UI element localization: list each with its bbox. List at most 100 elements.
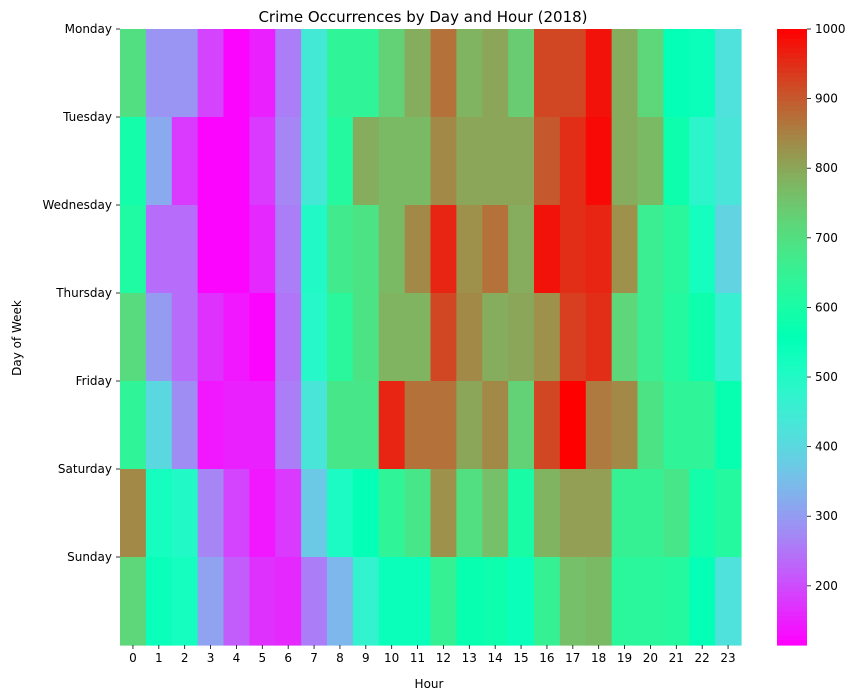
colorbar-segment: [777, 38, 807, 45]
colorbar-segment: [777, 351, 807, 357]
x-tick-label: 3: [207, 651, 215, 665]
heatmap-cell: [171, 381, 199, 470]
colorbar-segment: [777, 568, 807, 574]
colorbar-segment: [777, 240, 807, 247]
colorbar-segment: [777, 226, 807, 232]
heatmap-cell: [352, 293, 380, 382]
heatmap-cell: [430, 205, 457, 294]
colorbar-segment: [777, 635, 807, 641]
heatmap-cell: [430, 29, 457, 118]
colorbar-segment: [777, 577, 807, 584]
colorbar-tick-label: 400: [815, 440, 838, 454]
colorbar-segment: [777, 620, 807, 627]
heatmap-cell: [715, 469, 742, 558]
heatmap-cell: [611, 293, 639, 382]
colorbar-segment: [777, 606, 807, 612]
colorbar-segment: [777, 404, 807, 410]
colorbar-segment: [777, 33, 807, 40]
heatmap-cell: [585, 205, 613, 294]
y-tick-label: Monday: [65, 22, 112, 36]
heatmap-cell: [611, 29, 639, 118]
heatmap-cell: [378, 469, 406, 558]
colorbar-segment: [777, 442, 807, 449]
heatmap-cell: [456, 29, 483, 118]
colorbar-segment: [777, 317, 807, 324]
heatmap-cell: [689, 205, 716, 294]
colorbar-segment: [777, 29, 807, 35]
colorbar-segment: [777, 365, 807, 372]
colorbar-segment: [777, 308, 807, 314]
colorbar-segment: [777, 62, 807, 69]
colorbar-segment: [777, 303, 807, 309]
colorbar-segment: [777, 370, 807, 377]
colorbar-segment: [777, 67, 807, 73]
colorbar-segment: [777, 274, 807, 280]
colorbar-segment: [777, 192, 807, 199]
heatmap-cell: [249, 381, 276, 470]
heatmap-cell: [223, 381, 250, 470]
heatmap-cell: [327, 29, 354, 118]
heatmap-cell: [378, 293, 406, 382]
heatmap-cell: [378, 205, 406, 294]
colorbar-segment: [777, 418, 807, 425]
heatmap-cell: [120, 381, 147, 470]
heatmap-cell: [689, 293, 716, 382]
colorbar-segment: [777, 245, 807, 251]
heatmap-cell: [534, 469, 561, 558]
heatmap-cell: [585, 293, 613, 382]
heatmap-cell: [275, 205, 302, 294]
heatmap-cell: [456, 117, 483, 206]
colorbar-segment: [777, 399, 807, 405]
colorbar-segment: [777, 81, 807, 88]
heatmap-cell: [637, 557, 664, 646]
heatmap-cell: [663, 381, 690, 470]
heatmap-cell: [482, 29, 509, 118]
heatmap-cell: [171, 29, 199, 118]
heatmap-cell: [301, 469, 328, 558]
heatmap-cell: [430, 381, 457, 470]
x-tick-label: 22: [695, 651, 710, 665]
x-tick-label: 19: [617, 651, 632, 665]
colorbar-segment: [777, 500, 807, 507]
colorbar-segment: [777, 202, 807, 208]
colorbar-tick-label: 700: [815, 231, 838, 245]
colorbar-segment: [777, 197, 807, 203]
heatmap-cell: [559, 205, 587, 294]
heatmap-cell: [197, 205, 225, 294]
x-tick-label: 0: [129, 651, 137, 665]
colorbar-segment: [777, 211, 807, 218]
heatmap-cell: [637, 381, 664, 470]
heatmap-cell: [223, 205, 250, 294]
heatmap-cell: [223, 29, 250, 118]
x-tick-label: 5: [258, 651, 266, 665]
heatmap-cell: [275, 117, 302, 206]
heatmap-cell: [275, 469, 302, 558]
heatmap-cell: [689, 117, 716, 206]
heatmap-cell: [559, 381, 587, 470]
colorbar-segment: [777, 409, 807, 415]
heatmap-cell: [249, 205, 276, 294]
x-tick-label: 23: [720, 651, 735, 665]
colorbar-segment: [777, 515, 807, 521]
heatmap-cell: [327, 381, 354, 470]
heatmap-cell: [482, 381, 509, 470]
colorbar-segment: [777, 341, 807, 348]
heatmap-cell: [430, 293, 457, 382]
x-tick-label: 6: [284, 651, 292, 665]
colorbar-segment: [777, 433, 807, 439]
heatmap-cell: [327, 557, 354, 646]
colorbar-segment: [777, 529, 807, 535]
x-tick-label: 1: [155, 651, 163, 665]
heatmap-cell: [223, 117, 250, 206]
colorbar-segment: [777, 250, 807, 256]
colorbar-segment: [777, 101, 807, 107]
heatmap-cell: [611, 381, 639, 470]
heatmap-cell: [327, 205, 354, 294]
y-tick-label: Tuesday: [62, 110, 112, 124]
colorbar-segment: [777, 428, 807, 434]
heatmap-cell: [430, 557, 457, 646]
y-axis-ticks: Monday Tuesday Wednesday Thursday Friday Satu…: [43, 22, 120, 564]
heatmap-cell: [715, 381, 742, 470]
heatmap-cell: [663, 557, 690, 646]
x-tick-label: 12: [436, 651, 451, 665]
